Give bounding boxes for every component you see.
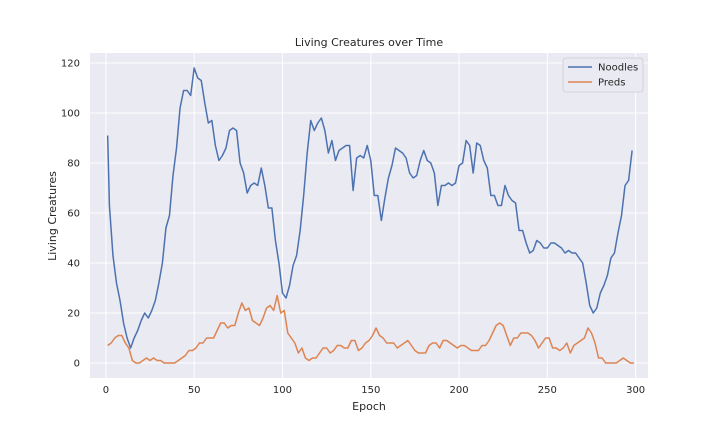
x-tick-label: 0 [103, 385, 109, 396]
x-tick-label: 300 [626, 385, 645, 396]
y-tick-label: 60 [67, 209, 80, 220]
x-tick-label: 150 [361, 385, 380, 396]
x-tick-label: 250 [538, 385, 557, 396]
x-axis-label: Epoch [352, 400, 386, 413]
x-tick-label: 200 [450, 385, 469, 396]
y-tick-label: 0 [74, 359, 80, 370]
y-tick-label: 20 [67, 309, 80, 320]
legend: Noodles Preds [562, 57, 644, 93]
y-tick-label: 120 [61, 59, 80, 70]
series-line-noodles [106, 67, 633, 349]
legend-label-preds: Preds [598, 78, 625, 89]
y-tick-label: 80 [67, 159, 80, 170]
series-line-preds [107, 294, 634, 364]
plot-area [90, 53, 648, 378]
legend-label-noodles: Noodles [598, 63, 638, 74]
series-layer [106, 67, 634, 364]
y-axis-ticks: 0 20 40 60 80 100 120 [61, 59, 80, 370]
x-axis-ticks: 0 50 100 150 200 250 300 [103, 385, 645, 396]
y-tick-label: 100 [61, 109, 80, 120]
y-tick-label: 40 [67, 259, 80, 270]
y-axis-label: Living Creatures [46, 171, 59, 261]
x-tick-label: 50 [188, 385, 201, 396]
x-tick-label: 100 [273, 385, 292, 396]
chart-title: Living Creatures over Time [295, 36, 443, 49]
grid [90, 53, 648, 378]
